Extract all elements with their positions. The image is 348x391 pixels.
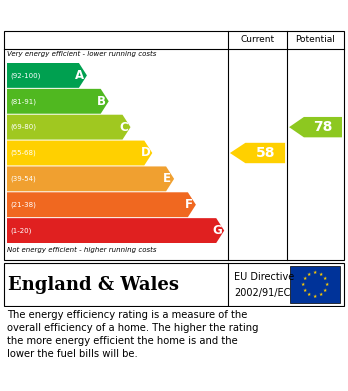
Text: E: E — [163, 172, 171, 185]
Text: ★: ★ — [307, 292, 311, 297]
Text: ★: ★ — [313, 294, 317, 299]
Text: ★: ★ — [301, 282, 305, 287]
Text: (1-20): (1-20) — [10, 227, 31, 234]
Text: Very energy efficient - lower running costs: Very energy efficient - lower running co… — [7, 51, 156, 57]
Text: The energy efficiency rating is a measure of the
overall efficiency of a home. T: The energy efficiency rating is a measur… — [7, 310, 259, 359]
Text: ★: ★ — [323, 288, 327, 293]
Polygon shape — [289, 117, 342, 137]
Bar — [290, 266, 340, 303]
Text: ★: ★ — [323, 276, 327, 281]
Text: (81-91): (81-91) — [10, 98, 36, 104]
Text: Energy Efficiency Rating: Energy Efficiency Rating — [10, 5, 220, 20]
Text: Current: Current — [240, 36, 275, 45]
Polygon shape — [7, 218, 224, 243]
Text: ★: ★ — [319, 272, 323, 277]
Text: G: G — [212, 224, 222, 237]
Text: 58: 58 — [255, 146, 275, 160]
Text: (69-80): (69-80) — [10, 124, 36, 130]
Text: ★: ★ — [325, 282, 329, 287]
Text: (21-38): (21-38) — [10, 201, 36, 208]
Polygon shape — [7, 63, 87, 88]
Text: C: C — [119, 121, 128, 134]
Text: (39-54): (39-54) — [10, 176, 36, 182]
Text: B: B — [97, 95, 106, 108]
Polygon shape — [7, 141, 152, 165]
Text: 2002/91/EC: 2002/91/EC — [234, 288, 290, 298]
Text: (92-100): (92-100) — [10, 72, 40, 79]
Polygon shape — [7, 167, 174, 191]
Text: (55-68): (55-68) — [10, 150, 36, 156]
Text: A: A — [76, 69, 85, 82]
Text: 78: 78 — [313, 120, 333, 134]
Text: F: F — [185, 198, 193, 211]
Text: ★: ★ — [302, 276, 307, 281]
Text: ★: ★ — [313, 270, 317, 275]
Text: ★: ★ — [319, 292, 323, 297]
Text: Potential: Potential — [295, 36, 335, 45]
Polygon shape — [7, 192, 196, 217]
Polygon shape — [230, 143, 285, 163]
Text: EU Directive: EU Directive — [234, 272, 294, 282]
Text: ★: ★ — [302, 288, 307, 293]
Text: Not energy efficient - higher running costs: Not energy efficient - higher running co… — [7, 247, 157, 253]
Text: ★: ★ — [307, 272, 311, 277]
Text: England & Wales: England & Wales — [8, 276, 179, 294]
Polygon shape — [7, 89, 109, 114]
Text: D: D — [141, 147, 150, 160]
Polygon shape — [7, 115, 130, 140]
